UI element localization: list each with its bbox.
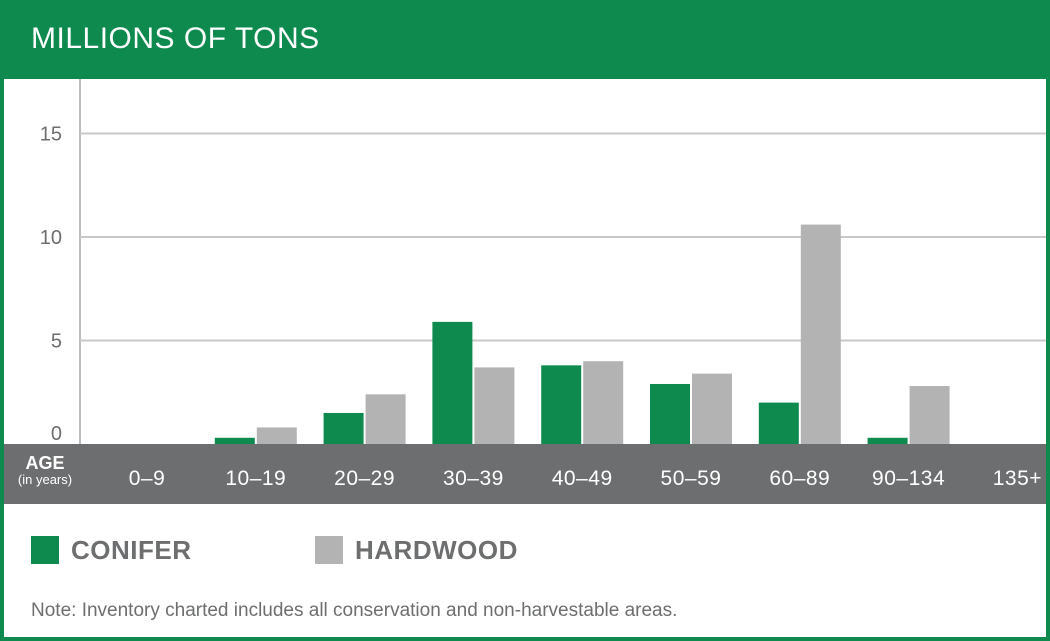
x-tick-label: 40–49 <box>552 467 613 490</box>
chart-title: MILLIONS OF TONS <box>31 22 320 55</box>
x-tick-label: 60–89 <box>769 467 830 490</box>
hardwood-bar <box>583 361 624 444</box>
bar-chart: 0 5 10 15 <box>40 79 1046 444</box>
x-tick-label: 10–19 <box>225 467 286 490</box>
conifer-bar <box>432 321 473 444</box>
conifer-bar <box>214 437 255 444</box>
x-tick-label: 135+ <box>993 467 1042 490</box>
x-axis-title: AGE (in years) <box>6 453 84 487</box>
x-tick-label: 90–134 <box>872 467 945 490</box>
conifer-bar <box>867 437 908 444</box>
hardwood-bar <box>256 427 297 444</box>
hardwood-bar <box>909 386 950 444</box>
hardwood-bar <box>474 367 515 444</box>
legend-label-conifer: CONIFER <box>71 534 192 565</box>
legend-item-hardwood: HARDWOOD <box>315 535 518 565</box>
conifer-bar <box>650 383 690 444</box>
conifer-swatch <box>31 536 59 564</box>
conifer-bar <box>758 402 799 444</box>
x-tick-label: 50–59 <box>661 467 722 490</box>
footnote: Note: Inventory charted includes all con… <box>31 600 678 621</box>
y-tick-label: 0 <box>51 423 62 444</box>
y-tick-label: 10 <box>40 227 62 249</box>
x-axis-tick-labels: 0–9 10–19 20–29 30–39 40–49 50–59 60–89 90–134 1… <box>129 467 1042 490</box>
x-axis-title-unit: (in years) <box>17 472 73 487</box>
chart-header: MILLIONS OF TONS <box>0 0 1050 79</box>
x-tick-label: 0–9 <box>129 467 166 490</box>
hardwood-swatch <box>315 536 343 564</box>
conifer-bar <box>323 412 364 444</box>
legend-item-conifer: CONIFER <box>31 535 192 565</box>
x-tick-label: 30–39 <box>443 467 504 490</box>
hardwood-bar <box>692 373 732 444</box>
x-axis-title-main: AGE <box>25 453 65 473</box>
conifer-bar <box>541 365 582 444</box>
y-tick-label: 5 <box>51 331 62 353</box>
legend-label-hardwood: HARDWOOD <box>355 534 518 565</box>
y-tick-label: 15 <box>40 124 62 146</box>
x-tick-label: 20–29 <box>334 467 395 490</box>
x-axis-band <box>4 444 1046 504</box>
hardwood-bar <box>365 394 406 444</box>
hardwood-bar <box>800 224 841 444</box>
